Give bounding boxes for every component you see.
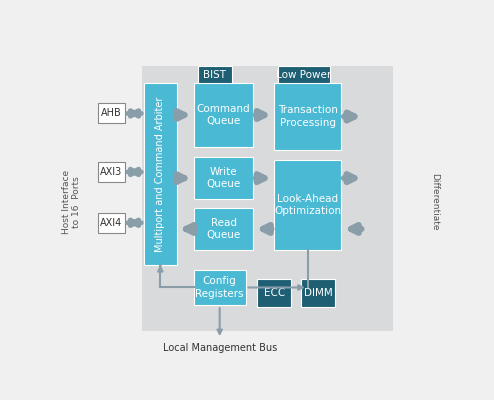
Text: DIMM: DIMM [304, 288, 332, 298]
Bar [142, 66, 393, 331]
Text: Local Management Bus: Local Management Bus [163, 343, 277, 353]
Bar [144, 84, 177, 265]
Text: Write
Queue: Write Queue [206, 167, 241, 189]
Text: Differentiate: Differentiate [431, 173, 440, 231]
Text: Config
Registers: Config Registers [196, 276, 244, 299]
Bar [278, 66, 330, 84]
Bar [194, 84, 253, 146]
Text: Look-Ahead
Optimization: Look-Ahead Optimization [274, 194, 341, 216]
Text: AHB: AHB [101, 108, 122, 118]
Bar [194, 270, 246, 305]
Text: Low Power: Low Power [276, 70, 331, 80]
Bar [198, 66, 232, 84]
Bar [301, 279, 335, 307]
Bar [98, 162, 125, 182]
Bar [257, 279, 291, 307]
Text: Transaction
Processing: Transaction Processing [278, 105, 338, 128]
Text: BIST: BIST [204, 70, 226, 80]
Text: ECC: ECC [264, 288, 285, 298]
Text: AXI4: AXI4 [100, 218, 123, 228]
FancyBboxPatch shape [64, 53, 441, 350]
Text: Multiport and Command Arbiter: Multiport and Command Arbiter [155, 96, 165, 252]
Text: Read
Queue: Read Queue [206, 218, 241, 240]
Bar [98, 104, 125, 124]
Bar [274, 160, 341, 250]
Text: AXI3: AXI3 [100, 167, 123, 177]
Bar [98, 213, 125, 233]
Bar [274, 84, 341, 150]
Text: Host Interface
to 16  Ports: Host Interface to 16 Ports [62, 170, 81, 234]
Bar [194, 208, 253, 250]
Bar [194, 157, 253, 199]
Text: Command
Queue: Command Queue [197, 104, 250, 126]
